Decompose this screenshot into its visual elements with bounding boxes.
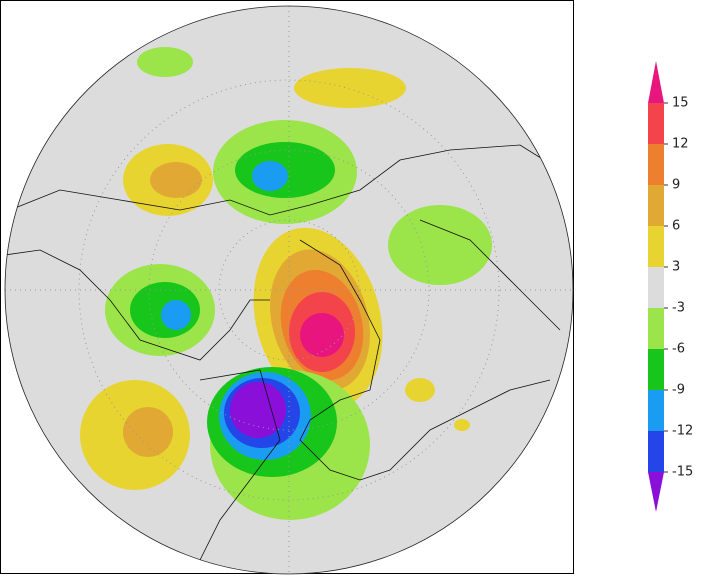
colorbar: 15 12 9 6 3 -3 -6 -9 -12 -15 <box>648 61 693 512</box>
contour <box>137 47 193 77</box>
contour <box>300 313 344 357</box>
colorbar-band <box>648 349 664 390</box>
contour <box>230 382 286 438</box>
contour <box>161 300 191 330</box>
colorbar-tick-label: -9 <box>672 383 685 398</box>
contour <box>252 161 288 191</box>
colorbar-tick-label: 12 <box>672 137 689 152</box>
colorbar-tick-label: -6 <box>672 342 685 357</box>
colorbar-band <box>648 185 664 226</box>
map <box>5 6 573 574</box>
colorbar-band <box>648 103 664 144</box>
colorbar-tick-label: -3 <box>672 301 685 316</box>
map-edge <box>4 5 574 575</box>
colorbar-tick-label: -15 <box>672 465 693 480</box>
colorbar-tick-label: 15 <box>672 96 689 111</box>
anomaly-field <box>80 47 492 520</box>
colorbar-tick-label: 6 <box>672 219 680 234</box>
colorbar-tick-label: 3 <box>672 260 680 275</box>
contour <box>294 68 406 108</box>
coastlines <box>5 144 561 561</box>
contour <box>454 419 470 431</box>
colorbar-band <box>648 390 664 431</box>
colorbar-tick-label: -12 <box>672 424 693 439</box>
colorbar-band <box>648 226 664 267</box>
contour <box>150 162 202 198</box>
colorbar-tick-label: 9 <box>672 178 680 193</box>
colorbar-extend-top <box>648 61 664 103</box>
contour <box>388 205 492 285</box>
contour <box>123 407 173 457</box>
colorbar-extend-bottom <box>648 472 664 512</box>
colorbar-band <box>648 144 664 185</box>
graticule <box>5 6 573 574</box>
colorbar-band <box>648 431 664 472</box>
colorbar-band <box>648 308 664 349</box>
contour <box>405 378 435 402</box>
colorbar-band <box>648 267 664 308</box>
